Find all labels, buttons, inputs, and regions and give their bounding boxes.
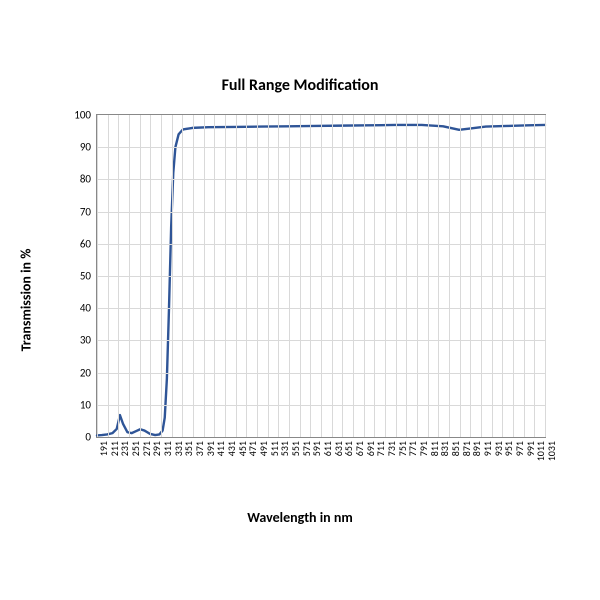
gridline-v <box>129 115 130 437</box>
gridline-v <box>161 115 162 437</box>
gridline-v <box>385 115 386 437</box>
gridline-v <box>481 115 482 437</box>
gridline-v <box>108 115 109 437</box>
gridline-v <box>289 115 290 437</box>
gridline-v <box>342 115 343 437</box>
gridline-v <box>300 115 301 437</box>
gridline-v <box>332 115 333 437</box>
gridline-v <box>257 115 258 437</box>
gridline-v <box>214 115 215 437</box>
ytick-label: 40 <box>80 302 91 315</box>
ytick-label: 20 <box>80 366 91 379</box>
ytick-label: 80 <box>80 173 91 186</box>
gridline-v <box>438 115 439 437</box>
ytick-label: 100 <box>74 109 91 122</box>
gridline-v <box>268 115 269 437</box>
gridline-v <box>150 115 151 437</box>
gridline-v <box>118 115 119 437</box>
plot-inner: 0102030405060708090100191211231251271291… <box>96 114 546 438</box>
gridline-v <box>172 115 173 437</box>
ytick-label: 10 <box>80 398 91 411</box>
chart-title: Full Range Modification <box>40 76 560 95</box>
gridline-v <box>182 115 183 437</box>
y-axis-label: Transmission in % <box>18 249 35 352</box>
ytick-label: 50 <box>80 270 91 283</box>
ytick-label: 70 <box>80 205 91 218</box>
gridline-v <box>545 115 546 437</box>
plot-area: 0102030405060708090100191211231251271291… <box>96 114 546 438</box>
gridline-v <box>246 115 247 437</box>
gridline-v <box>353 115 354 437</box>
gridline-v <box>449 115 450 437</box>
gridline-v <box>513 115 514 437</box>
ytick-label: 60 <box>80 237 91 250</box>
gridline-v <box>225 115 226 437</box>
gridline-v <box>502 115 503 437</box>
gridline-v <box>374 115 375 437</box>
x-axis-label: Wavelength in nm <box>40 509 560 526</box>
ytick-label: 90 <box>80 141 91 154</box>
gridline-v <box>321 115 322 437</box>
gridline-v <box>193 115 194 437</box>
gridline-v <box>236 115 237 437</box>
gridline-v <box>417 115 418 437</box>
gridline-v <box>204 115 205 437</box>
gridline-v <box>97 115 98 437</box>
gridline-v <box>470 115 471 437</box>
gridline-v <box>460 115 461 437</box>
gridline-v <box>310 115 311 437</box>
gridline-v <box>364 115 365 437</box>
xtick-label: 1031 <box>545 441 558 461</box>
gridline-v <box>406 115 407 437</box>
gridline-v <box>492 115 493 437</box>
gridline-v <box>524 115 525 437</box>
gridline-v <box>396 115 397 437</box>
chart-card: Full Range Modification Transmission in … <box>40 70 560 530</box>
gridline-v <box>140 115 141 437</box>
ytick-label: 0 <box>85 431 91 444</box>
ytick-label: 30 <box>80 334 91 347</box>
gridline-v <box>278 115 279 437</box>
gridline-v <box>534 115 535 437</box>
gridline-v <box>428 115 429 437</box>
